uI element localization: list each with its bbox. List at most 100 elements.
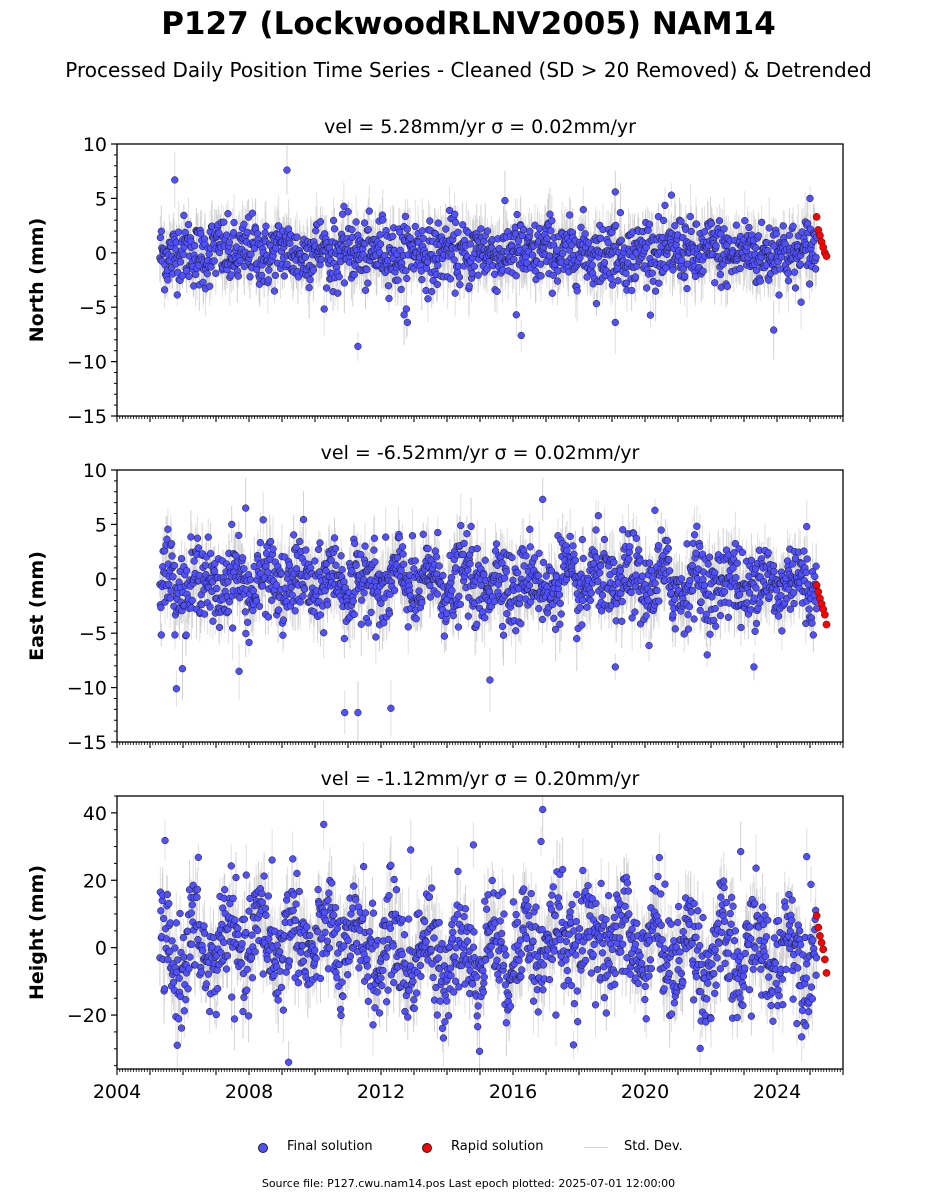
y-tick-label: −15 bbox=[67, 406, 107, 428]
page-title: P127 (LockwoodRLNV2005) NAM14 bbox=[161, 6, 776, 42]
final-solution-point bbox=[201, 561, 210, 569]
final-solution-points bbox=[156, 495, 821, 717]
final-solution-point bbox=[361, 286, 370, 294]
final-solution-point bbox=[466, 240, 474, 248]
final-solution-point bbox=[194, 544, 203, 552]
final-solution-point bbox=[168, 552, 176, 560]
final-solution-point bbox=[259, 516, 267, 524]
final-solution-point bbox=[203, 270, 211, 278]
final-solution-point bbox=[300, 585, 309, 593]
final-solution-point bbox=[784, 277, 793, 285]
final-solution-point bbox=[332, 561, 340, 569]
final-solution-point bbox=[548, 289, 556, 297]
final-solution-point bbox=[246, 273, 254, 281]
final-solution-point bbox=[411, 222, 419, 231]
panel-title: vel = 5.28mm/yr σ = 0.02mm/yr bbox=[324, 116, 636, 138]
final-solution-point bbox=[419, 234, 427, 242]
final-solution-point bbox=[360, 219, 369, 227]
final-solution-point bbox=[340, 279, 349, 287]
final-solution-point bbox=[184, 220, 193, 229]
final-solution-point bbox=[536, 224, 544, 233]
final-solution-point bbox=[454, 228, 462, 236]
final-solution-point bbox=[643, 284, 651, 292]
final-solution-point bbox=[379, 216, 387, 224]
final-solution-point bbox=[654, 212, 663, 221]
final-solution-point bbox=[526, 227, 534, 235]
y-tick-label: 5 bbox=[95, 188, 107, 210]
final-solution-point bbox=[283, 260, 291, 268]
final-solution-point bbox=[224, 578, 232, 586]
final-solution-point bbox=[314, 545, 323, 554]
rapid-solution-point bbox=[812, 213, 821, 221]
final-solution-point bbox=[177, 555, 186, 563]
final-solution-point bbox=[166, 594, 174, 602]
final-solution-point bbox=[256, 538, 265, 547]
final-solution-point bbox=[483, 227, 492, 235]
final-solution-point bbox=[334, 289, 342, 297]
final-solution-point bbox=[176, 258, 185, 266]
final-solution-point bbox=[528, 251, 537, 259]
final-solution-point bbox=[669, 266, 677, 274]
final-solution-point bbox=[228, 520, 236, 529]
y-tick-label: 0 bbox=[95, 243, 107, 265]
final-solution-point bbox=[164, 276, 172, 284]
final-solution-point bbox=[789, 222, 797, 230]
final-solution-point bbox=[465, 282, 473, 290]
final-solution-point bbox=[299, 592, 307, 600]
final-solution-point bbox=[805, 280, 814, 288]
final-solution-point bbox=[751, 244, 760, 252]
final-solution-point bbox=[678, 256, 686, 264]
final-solution-point bbox=[258, 271, 266, 280]
final-solution-point bbox=[249, 587, 257, 595]
final-solution-point bbox=[267, 596, 276, 604]
final-solution-point bbox=[227, 271, 235, 279]
final-solution-point bbox=[573, 287, 581, 295]
final-solution-point bbox=[229, 624, 237, 632]
final-solution-point bbox=[433, 280, 441, 289]
final-solution-point bbox=[190, 557, 198, 565]
final-solution-point bbox=[477, 225, 485, 233]
final-solution-point bbox=[474, 271, 482, 279]
final-solution-point bbox=[156, 233, 165, 242]
y-tick-label: −5 bbox=[79, 297, 107, 319]
final-solution-point bbox=[470, 262, 479, 271]
final-solution-point bbox=[797, 298, 805, 306]
final-solution-point bbox=[220, 218, 228, 226]
final-solution-point bbox=[434, 219, 442, 227]
final-solution-point bbox=[296, 537, 304, 546]
final-solution-point bbox=[344, 208, 352, 216]
final-solution-point bbox=[264, 613, 272, 621]
final-solution-point bbox=[756, 277, 764, 285]
final-solution-point bbox=[309, 266, 318, 274]
final-solution-point bbox=[157, 603, 165, 612]
final-solution-point bbox=[305, 283, 313, 292]
final-solution-point bbox=[225, 238, 234, 246]
final-solution-point bbox=[275, 606, 283, 614]
final-solution-point bbox=[545, 252, 554, 260]
final-solution-point bbox=[723, 282, 732, 291]
final-solution-point bbox=[711, 279, 719, 287]
final-solution-point bbox=[248, 209, 257, 217]
final-solution-point bbox=[179, 250, 188, 259]
final-solution-point bbox=[385, 294, 393, 303]
final-solution-point bbox=[222, 231, 231, 239]
final-solution-point bbox=[784, 269, 792, 277]
final-solution-point bbox=[376, 240, 385, 248]
final-solution-point bbox=[246, 576, 255, 584]
final-solution-point bbox=[397, 285, 405, 294]
final-solution-point bbox=[547, 227, 555, 235]
final-solution-point bbox=[234, 272, 242, 280]
final-solution-point bbox=[262, 222, 270, 230]
final-solution-point bbox=[160, 286, 169, 294]
final-solution-point bbox=[483, 265, 491, 273]
final-solution-point bbox=[241, 608, 249, 616]
final-solution-point bbox=[712, 242, 720, 250]
final-solution-point bbox=[716, 270, 725, 279]
final-solution-point bbox=[261, 229, 269, 237]
final-solution-point bbox=[213, 584, 221, 593]
final-solution-point bbox=[311, 557, 319, 565]
final-solution-point bbox=[164, 525, 172, 533]
final-solution-point bbox=[171, 176, 179, 184]
final-solution-point bbox=[791, 284, 800, 292]
final-solution-point bbox=[215, 229, 223, 237]
